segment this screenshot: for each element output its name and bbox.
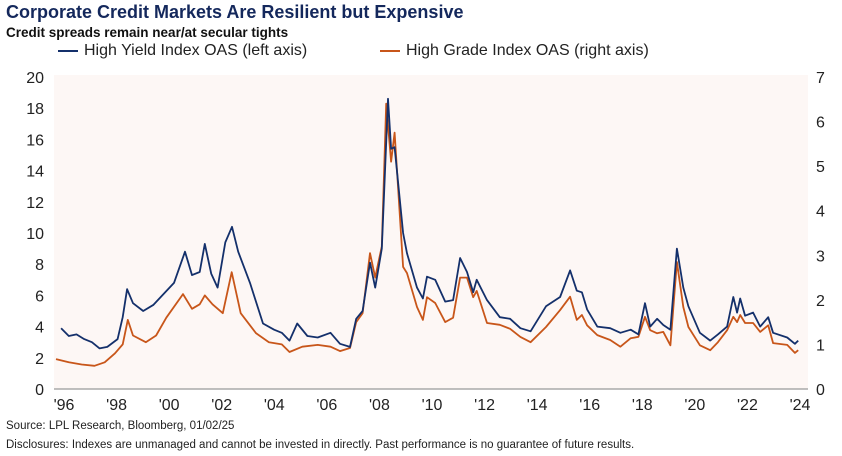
x-tick-label: '20: [684, 397, 705, 414]
x-tick-label: '14: [527, 397, 548, 414]
x-tick-label: '12: [474, 397, 495, 414]
y-right-tick-label: 4: [816, 204, 825, 221]
y-right-tick-label: 1: [816, 337, 825, 354]
y-left-tick-label: 2: [35, 351, 44, 368]
plot-area: [54, 75, 808, 389]
y-left-tick-label: 18: [26, 101, 44, 118]
y-left-tick-label: 0: [35, 382, 44, 399]
line-chart: 0246810121416182001234567'96'98'00'02'04…: [26, 70, 825, 414]
legend-swatch-high-yield: [58, 50, 78, 52]
x-tick-label: '08: [369, 397, 390, 414]
y-left-tick-label: 12: [26, 195, 44, 212]
chart-subtitle: Credit spreads remain near/at secular ti…: [6, 25, 289, 40]
x-tick-label: '22: [737, 397, 758, 414]
y-right-tick-label: 2: [816, 293, 825, 310]
legend-item-high-grade: High Grade Index OAS (right axis): [380, 42, 649, 60]
y-left-tick-label: 6: [35, 288, 44, 305]
y-left-tick-label: 14: [26, 164, 44, 181]
legend-swatch-high-grade: [380, 50, 400, 52]
x-tick-label: '16: [579, 397, 600, 414]
x-tick-label: '10: [422, 397, 443, 414]
disclosures-note: Disclosures: Indexes are unmanaged and c…: [6, 439, 635, 451]
x-tick-label: '24: [790, 397, 811, 414]
y-right-tick-label: 6: [816, 115, 825, 132]
y-left-tick-label: 16: [26, 132, 44, 149]
y-left-tick-label: 8: [35, 257, 44, 274]
y-left-tick-label: 20: [26, 70, 44, 87]
y-right-tick-label: 7: [816, 70, 825, 87]
y-left-tick-label: 10: [26, 226, 44, 243]
x-tick-label: '06: [316, 397, 337, 414]
x-tick-label: '96: [54, 397, 75, 414]
x-tick-label: '98: [106, 397, 127, 414]
x-tick-label: '04: [264, 397, 285, 414]
y-right-tick-label: 0: [816, 382, 825, 399]
high-grade-line: [55, 102, 799, 367]
legend-label-high-yield: High Yield Index OAS (left axis): [84, 42, 308, 59]
y-right-tick-label: 5: [816, 159, 825, 176]
high-yield-line: [60, 97, 799, 350]
x-tick-label: '00: [159, 397, 180, 414]
y-left-tick-label: 4: [35, 320, 44, 337]
source-note: Source: LPL Research, Bloomberg, 01/02/2…: [6, 420, 235, 432]
legend-item-high-yield: High Yield Index OAS (left axis): [58, 42, 307, 60]
legend-label-high-grade: High Grade Index OAS (right axis): [406, 42, 649, 59]
y-right-tick-label: 3: [816, 248, 825, 265]
x-tick-label: '18: [632, 397, 653, 414]
x-tick-label: '02: [211, 397, 232, 414]
chart-title: Corporate Credit Markets Are Resilient b…: [6, 2, 464, 22]
